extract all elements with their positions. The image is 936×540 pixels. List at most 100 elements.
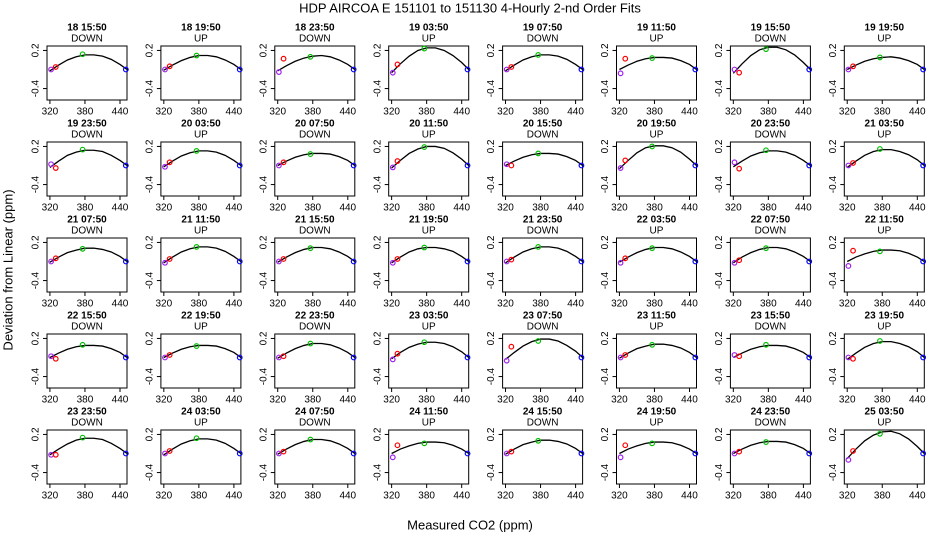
- x-tick-label: 320: [839, 299, 856, 310]
- y-tick-label: 0.2: [372, 43, 383, 57]
- data-point: [622, 157, 629, 164]
- fit-curve: [277, 152, 356, 167]
- panel-subtitle: UP: [422, 226, 436, 237]
- panel-title: 21 11:50: [181, 215, 220, 226]
- y-tick-label: 0.2: [828, 427, 839, 441]
- panel-subtitle: DOWN: [755, 34, 787, 45]
- y-tick-label: 0.2: [600, 43, 611, 57]
- data-point: [162, 450, 168, 457]
- data-point: [731, 66, 738, 73]
- y-tick-label: -0.4: [486, 176, 497, 194]
- data-point: [578, 450, 585, 457]
- data-point: [578, 354, 585, 361]
- fit-curve: [391, 246, 470, 264]
- panel-subtitle: DOWN: [527, 322, 559, 333]
- y-tick-label: 0.2: [258, 427, 269, 441]
- x-tick-label: 380: [304, 107, 321, 118]
- plot-frame: [729, 333, 811, 389]
- x-tick-label: 380: [77, 203, 94, 214]
- data-point: [736, 448, 743, 455]
- y-tick-label: 0.2: [145, 139, 156, 153]
- panel-title: 21 23:50: [523, 215, 563, 226]
- x-tick-label: 320: [611, 107, 628, 118]
- y-tick-label: -0.4: [486, 80, 497, 98]
- x-tick-label: 380: [874, 107, 891, 118]
- x-tick-label: 440: [909, 107, 926, 118]
- data-point: [850, 63, 856, 70]
- x-tick-label: 320: [497, 203, 514, 214]
- data-point: [193, 435, 200, 442]
- x-tick-label: 440: [567, 299, 584, 310]
- data-point: [421, 339, 428, 346]
- data-point: [464, 450, 471, 457]
- fit-curve: [277, 246, 356, 263]
- x-tick-label: 320: [725, 491, 742, 502]
- x-tick-label: 320: [269, 395, 286, 406]
- plot-frame: [616, 141, 697, 197]
- data-point: [464, 66, 471, 73]
- x-tick-label: 440: [681, 491, 698, 502]
- data-point: [280, 256, 287, 262]
- y-tick-label: 0.2: [486, 331, 497, 345]
- x-tick-label: 320: [497, 299, 514, 310]
- data-point: [421, 45, 428, 52]
- data-point: [535, 51, 542, 58]
- fit-curve: [277, 342, 356, 359]
- data-point: [421, 440, 428, 447]
- panel-title: 24 15:50: [523, 407, 563, 418]
- data-point: [503, 450, 510, 457]
- plot-frame: [274, 237, 356, 293]
- data-point: [394, 350, 401, 357]
- fit-curve: [846, 56, 925, 71]
- x-tick-label: 440: [909, 299, 926, 310]
- x-tick-label: 380: [646, 299, 663, 310]
- x-tick-label: 440: [681, 107, 698, 118]
- data-point: [578, 162, 585, 169]
- data-point: [307, 436, 314, 443]
- panel-subtitle: DOWN: [299, 226, 331, 237]
- data-point: [280, 159, 287, 166]
- y-tick-label: -0.4: [486, 272, 497, 290]
- y-tick-label: -0.4: [372, 176, 383, 194]
- panel-subtitle: DOWN: [71, 418, 103, 429]
- data-point: [389, 356, 396, 363]
- y-tick-label: -0.4: [714, 272, 725, 290]
- y-tick-label: -0.4: [714, 368, 725, 386]
- fit-curve: [391, 441, 470, 455]
- x-tick-label: 440: [681, 299, 698, 310]
- x-tick-label: 380: [874, 203, 891, 214]
- data-point: [877, 54, 883, 61]
- data-point: [275, 162, 282, 169]
- data-point: [307, 245, 314, 252]
- fit-curve: [163, 54, 242, 71]
- data-point: [806, 450, 813, 457]
- fit-curve: [505, 246, 583, 264]
- panel-title: 20 15:50: [523, 119, 563, 130]
- plot-frame: [160, 237, 242, 293]
- panel-subtitle: UP: [877, 130, 891, 141]
- x-tick-label: 320: [155, 395, 172, 406]
- plot-frame: [160, 429, 242, 485]
- data-point: [578, 258, 585, 265]
- x-tick-label: 440: [795, 107, 812, 118]
- panel-title: 21 03:50: [865, 119, 905, 130]
- fit-curve: [505, 152, 583, 167]
- data-point: [845, 456, 852, 463]
- plot-frame: [843, 237, 925, 293]
- x-tick-label: 440: [795, 203, 812, 214]
- x-tick-label: 380: [191, 107, 208, 118]
- x-tick-label: 380: [77, 491, 94, 502]
- panel-title: 21 07:50: [67, 215, 107, 226]
- y-tick-label: -0.4: [828, 272, 839, 290]
- y-tick-label: -0.4: [372, 368, 383, 386]
- x-tick-label: 440: [339, 491, 356, 502]
- data-point: [622, 255, 629, 262]
- x-tick-label: 380: [532, 299, 549, 310]
- plot-frame: [274, 141, 356, 197]
- x-tick-label: 380: [304, 395, 321, 406]
- x-tick-label: 440: [567, 203, 584, 214]
- x-tick-label: 320: [42, 203, 59, 214]
- x-tick-label: 320: [839, 203, 856, 214]
- fit-curve: [619, 343, 697, 359]
- x-tick-label: 440: [681, 203, 698, 214]
